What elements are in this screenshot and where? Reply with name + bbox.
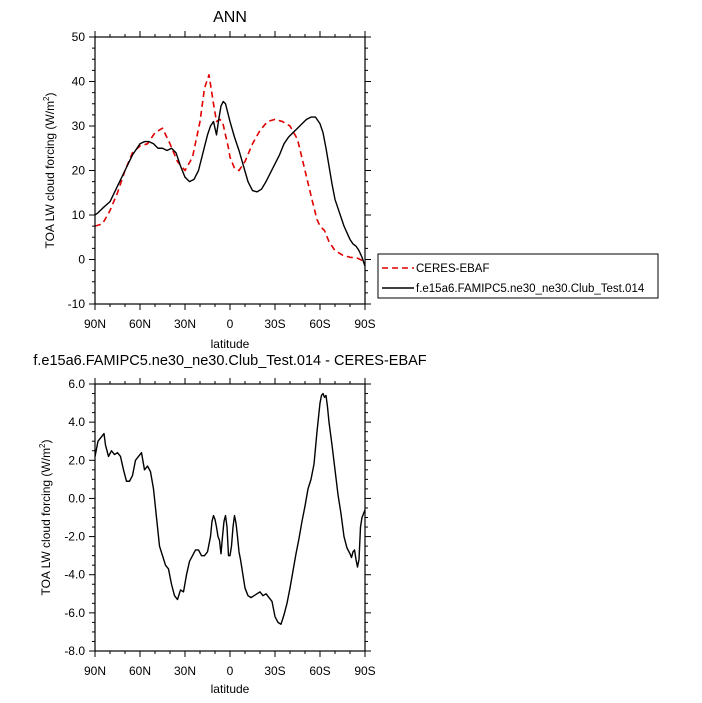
top-x-tick-label: 90S <box>354 317 375 331</box>
top-series-line-ceres-ebaf <box>94 74 366 263</box>
top-y-tick-label: 30 <box>72 119 86 133</box>
bottom-x-tick-label: 0 <box>227 664 234 678</box>
bottom-chart-title: f.e15a6.FAMIPC5.ne30_ne30.Club_Test.014 … <box>33 353 426 369</box>
bottom-chart: f.e15a6.FAMIPC5.ne30_ne30.Club_Test.014 … <box>33 353 426 696</box>
bottom-y-axis-label-close: ) <box>39 439 53 443</box>
bottom-y-tick-label: -8.0 <box>64 644 85 658</box>
top-x-tick-label: 60N <box>129 317 151 331</box>
bottom-series-line-difference <box>94 392 366 625</box>
bottom-plot-frame <box>94 383 366 652</box>
bottom-y-tick-label: -6.0 <box>64 606 85 620</box>
top-plot-frame <box>94 36 366 305</box>
top-chart-series-layer <box>94 74 366 267</box>
legend-box <box>377 253 659 299</box>
bottom-y-tick-label: -2.0 <box>64 530 85 544</box>
bottom-y-axis-label: TOA LW cloud forcing (W/m2) <box>38 439 53 595</box>
top-chart-title: ANN <box>213 9 247 26</box>
bottom-y-tick-label: 0.0 <box>68 491 85 505</box>
bottom-y-axis-label-main: TOA LW cloud forcing (W/m <box>39 448 53 596</box>
bottom-x-tick-label: 90N <box>84 664 106 678</box>
bottom-y-tick-label: 6.0 <box>68 377 85 391</box>
bottom-x-tick-label: 30S <box>264 664 285 678</box>
top-y-axis-label-main: TOA LW cloud forcing (W/m <box>43 101 57 249</box>
bottom-x-tick-label: 60S <box>309 664 330 678</box>
legend-label-ceres: CERES-EBAF <box>416 263 490 275</box>
bottom-x-axis-label: latitude <box>211 682 250 696</box>
bottom-chart-ticks: -8.0 -6.0 -4.0 -2.0 0.0 2.0 4.0 6.0 90N 60N 30N 0 30… <box>64 377 375 678</box>
top-x-tick-label: 60S <box>309 317 330 331</box>
top-y-axis-label: TOA LW cloud forcing (W/m2) <box>42 92 57 248</box>
top-y-tick-label: 40 <box>72 75 86 89</box>
bottom-y-tick-label: 4.0 <box>68 415 85 429</box>
bottom-x-tick-label: 30N <box>174 664 196 678</box>
top-x-tick-label: 30S <box>264 317 285 331</box>
top-y-tick-label: 0 <box>78 253 85 267</box>
top-x-tick-label: 30N <box>174 317 196 331</box>
bottom-y-axis-label-exponent: 2 <box>38 443 47 448</box>
top-y-axis-label-exponent: 2 <box>42 96 51 101</box>
top-chart-ticks: -10 0 10 20 30 40 50 90N 60N 30N 0 30S 60S 90S <box>68 30 376 331</box>
top-x-axis-label: latitude <box>211 337 250 351</box>
top-x-tick-label: 90N <box>84 317 106 331</box>
top-y-tick-label: 10 <box>72 208 86 222</box>
bottom-x-tick-label: 60N <box>129 664 151 678</box>
top-series-line-f-e15a6-famipc5-ne30-ne30-club-test-014 <box>94 100 366 267</box>
legend-label-model: f.e15a6.FAMIPC5.ne30_ne30.Club_Test.014 <box>416 283 645 295</box>
top-y-tick-label: -10 <box>68 297 86 311</box>
bottom-chart-series-layer <box>94 392 366 625</box>
legend: CERES-EBAF f.e15a6.FAMIPC5.ne30_ne30.Clu… <box>377 253 659 299</box>
bottom-x-tick-label: 90S <box>354 664 375 678</box>
top-y-tick-label: 20 <box>72 164 86 178</box>
top-chart: ANN -10 0 10 20 30 40 50 90N 60N 30N 0 30S 60S 90S la… <box>42 9 659 351</box>
top-y-tick-label: 50 <box>72 30 86 44</box>
top-x-tick-label: 0 <box>227 317 234 331</box>
bottom-y-tick-label: -4.0 <box>64 568 85 582</box>
top-y-axis-label-close: ) <box>43 92 57 96</box>
bottom-y-tick-label: 2.0 <box>68 453 85 467</box>
